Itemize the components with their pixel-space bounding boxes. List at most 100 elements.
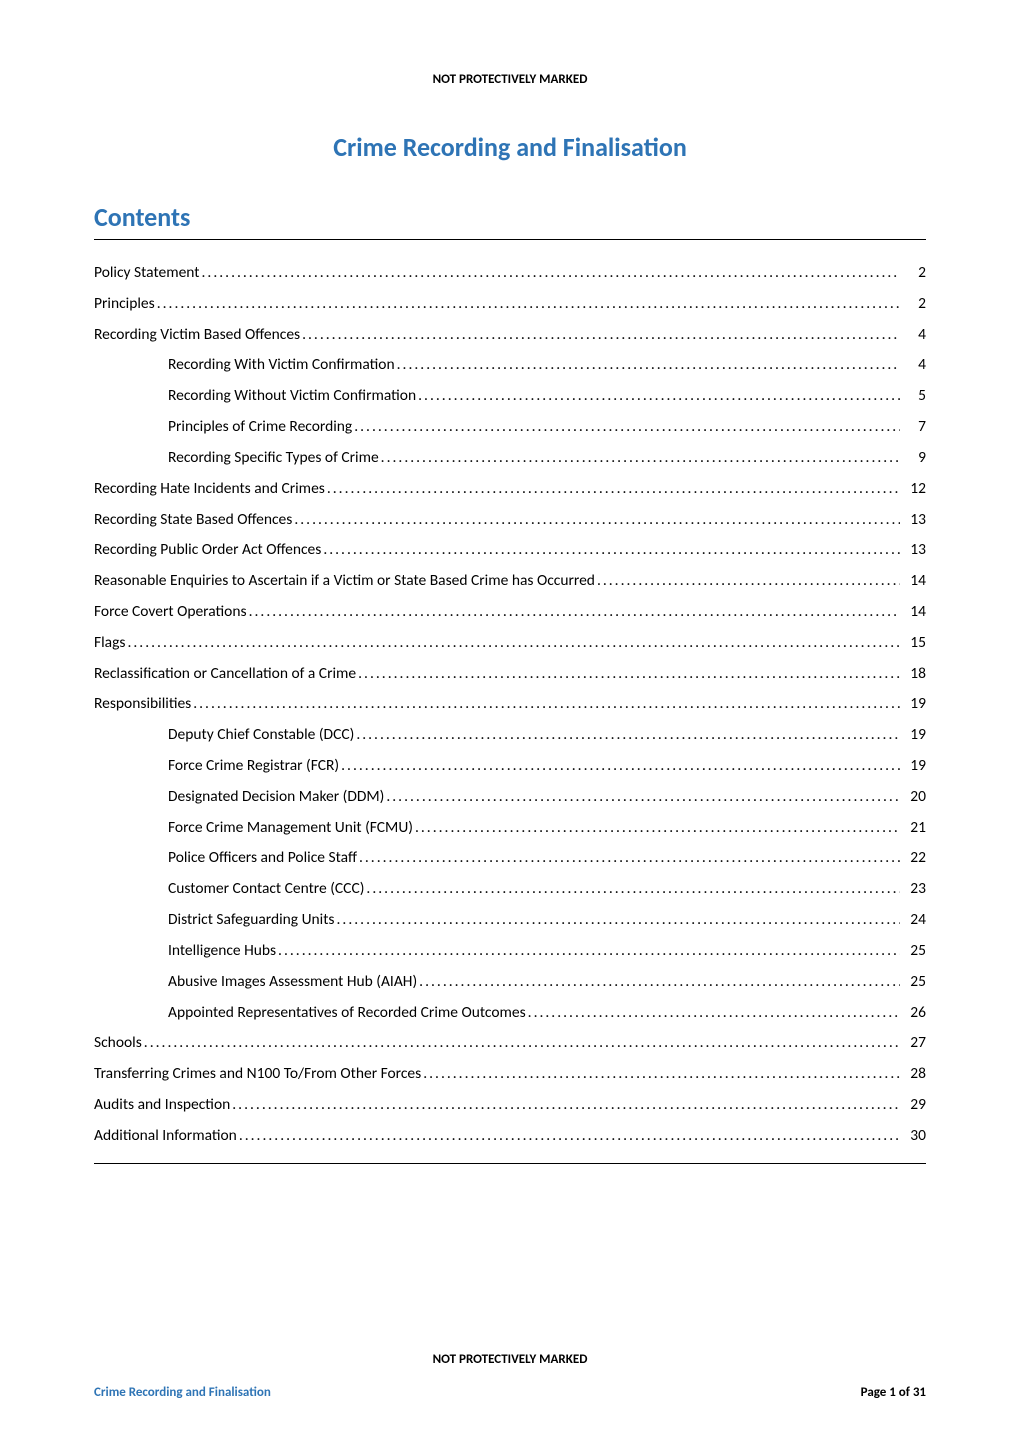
toc-entry-page: 23 — [902, 880, 926, 898]
toc-entry-label: Additional Information — [94, 1127, 237, 1145]
toc-entry-page: 29 — [902, 1096, 926, 1114]
toc-entry-label: Audits and Inspection — [94, 1096, 230, 1114]
toc-entry[interactable]: Principles of Crime Recording7 — [94, 418, 926, 436]
toc-entry-label: Intelligence Hubs — [168, 942, 276, 960]
toc-leader-dots — [358, 665, 900, 683]
toc-entry-page: 15 — [902, 634, 926, 652]
toc-leader-dots — [359, 849, 900, 867]
toc-entry[interactable]: District Safeguarding Units 24 — [94, 911, 926, 929]
toc-entry[interactable]: Police Officers and Police Staff 22 — [94, 849, 926, 867]
toc-leader-dots — [302, 326, 900, 344]
toc-entry-label: Responsibilities — [94, 695, 191, 713]
toc-leader-dots — [232, 1096, 900, 1114]
toc-leader-dots — [423, 1065, 900, 1083]
toc-entry[interactable]: Reclassification or Cancellation of a Cr… — [94, 665, 926, 683]
footer-document-title: Crime Recording and Finalisation — [94, 1385, 271, 1400]
toc-entry[interactable]: Recording Hate Incidents and Crimes 12 — [94, 480, 926, 498]
toc-entry[interactable]: Recording Specific Types of Crime9 — [94, 449, 926, 467]
toc-leader-dots — [157, 295, 900, 313]
toc-leader-dots — [381, 449, 900, 467]
toc-entry[interactable]: Force Covert Operations 14 — [94, 603, 926, 621]
toc-entry-page: 24 — [902, 911, 926, 929]
toc-leader-dots — [278, 942, 900, 960]
page-footer: NOT PROTECTIVELY MARKED Crime Recording … — [94, 1352, 926, 1400]
toc-entry-label: District Safeguarding Units — [168, 911, 335, 929]
toc-entry-label: Recording Specific Types of Crime — [168, 449, 379, 467]
toc-entry[interactable]: Force Crime Management Unit (FCMU)21 — [94, 819, 926, 837]
toc-entry-page: 2 — [902, 295, 926, 313]
toc-entry[interactable]: Force Crime Registrar (FCR)19 — [94, 757, 926, 775]
toc-leader-dots — [415, 819, 900, 837]
toc-entry-label: Recording Without Victim Confirmation — [168, 387, 416, 405]
toc-entry[interactable]: Customer Contact Centre (CCC) 23 — [94, 880, 926, 898]
toc-entry[interactable]: Audits and Inspection 29 — [94, 1096, 926, 1114]
toc-entry[interactable]: Designated Decision Maker (DDM)20 — [94, 788, 926, 806]
toc-entry[interactable]: Recording State Based Offences13 — [94, 511, 926, 529]
toc-entry[interactable]: Recording Without Victim Confirmation 5 — [94, 387, 926, 405]
toc-entry-label: Policy Statement — [94, 264, 200, 282]
toc-entry[interactable]: Transferring Crimes and N100 To/From Oth… — [94, 1065, 926, 1083]
toc-leader-dots — [202, 264, 901, 282]
toc-entry-page: 20 — [902, 788, 926, 806]
toc-entry-page: 5 — [902, 387, 926, 405]
toc-entry-page: 19 — [902, 757, 926, 775]
toc-entry-page: 14 — [902, 572, 926, 590]
toc-entry[interactable]: Deputy Chief Constable (DCC) 19 — [94, 726, 926, 744]
toc-entry-page: 25 — [902, 942, 926, 960]
table-of-contents: Policy Statement2 Principles 2 Recording Vi… — [94, 264, 926, 1145]
toc-entry-label: Reasonable Enquiries to Ascertain if a V… — [94, 572, 595, 590]
toc-leader-dots — [341, 757, 900, 775]
toc-leader-dots — [397, 356, 900, 374]
toc-leader-dots — [386, 788, 900, 806]
toc-entry[interactable]: Reasonable Enquiries to Ascertain if a V… — [94, 572, 926, 590]
document-title: Crime Recording and Finalisation — [94, 131, 926, 163]
toc-entry[interactable]: Additional Information 30 — [94, 1127, 926, 1145]
header-classification-marking: NOT PROTECTIVELY MARKED — [94, 72, 926, 87]
toc-entry[interactable]: Appointed Representatives of Recorded Cr… — [94, 1004, 926, 1022]
toc-entry-label: Principles — [94, 295, 155, 313]
toc-leader-dots — [327, 480, 900, 498]
toc-entry-page: 22 — [902, 849, 926, 867]
toc-entry[interactable]: Recording Public Order Act Offences13 — [94, 541, 926, 559]
toc-entry-label: Recording Victim Based Offences — [94, 326, 300, 344]
toc-entry[interactable]: Flags15 — [94, 634, 926, 652]
toc-leader-dots — [597, 572, 900, 590]
toc-entry-label: Customer Contact Centre (CCC) — [168, 880, 364, 898]
toc-entry-label: Recording With Victim Confirmation — [168, 356, 395, 374]
toc-entry-label: Reclassification or Cancellation of a Cr… — [94, 665, 356, 683]
toc-leader-dots — [528, 1004, 900, 1022]
toc-entry-page: 4 — [902, 326, 926, 344]
toc-entry-label: Deputy Chief Constable (DCC) — [168, 726, 354, 744]
toc-entry[interactable]: Recording Victim Based Offences 4 — [94, 326, 926, 344]
toc-leader-dots — [419, 973, 900, 991]
toc-entry-page: 12 — [902, 480, 926, 498]
toc-entry-label: Police Officers and Police Staff — [168, 849, 357, 867]
toc-entry-page: 28 — [902, 1065, 926, 1083]
toc-entry-page: 18 — [902, 665, 926, 683]
toc-entry[interactable]: Policy Statement2 — [94, 264, 926, 282]
toc-entry-page: 4 — [902, 356, 926, 374]
toc-leader-dots — [249, 603, 900, 621]
toc-entry-page: 26 — [902, 1004, 926, 1022]
toc-entry[interactable]: Responsibilities 19 — [94, 695, 926, 713]
toc-entry-label: Force Covert Operations — [94, 603, 247, 621]
toc-entry-page: 19 — [902, 695, 926, 713]
toc-entry-label: Recording Hate Incidents and Crimes — [94, 480, 325, 498]
toc-entry[interactable]: Abusive Images Assessment Hub (AIAH)25 — [94, 973, 926, 991]
toc-leader-dots — [366, 880, 900, 898]
toc-entry[interactable]: Principles 2 — [94, 295, 926, 313]
toc-entry-label: Appointed Representatives of Recorded Cr… — [168, 1004, 526, 1022]
toc-leader-dots — [418, 387, 900, 405]
toc-entry[interactable]: Intelligence Hubs 25 — [94, 942, 926, 960]
toc-entry-label: Abusive Images Assessment Hub (AIAH) — [168, 973, 417, 991]
toc-entry-page: 14 — [902, 603, 926, 621]
toc-entry[interactable]: Recording With Victim Confirmation 4 — [94, 356, 926, 374]
toc-entry[interactable]: Schools27 — [94, 1034, 926, 1052]
contents-heading-rule — [94, 239, 926, 240]
toc-entry-label: Transferring Crimes and N100 To/From Oth… — [94, 1065, 421, 1083]
toc-leader-dots — [323, 541, 900, 559]
toc-leader-dots — [127, 634, 900, 652]
toc-entry-page: 30 — [902, 1127, 926, 1145]
toc-entry-page: 13 — [902, 511, 926, 529]
toc-entry-page: 19 — [902, 726, 926, 744]
